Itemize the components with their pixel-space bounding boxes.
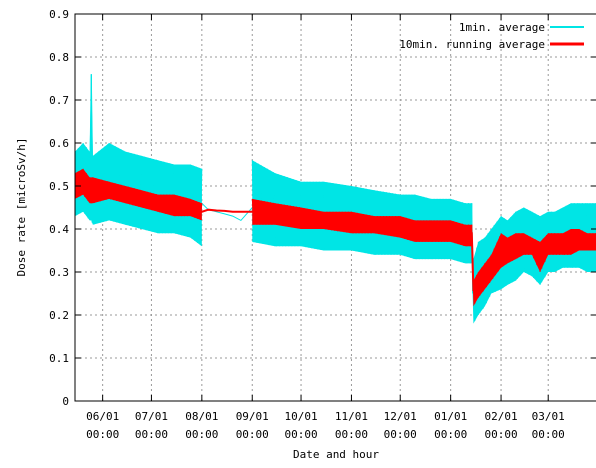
x-tick-label-hour: 00:00	[236, 428, 269, 441]
series-1-noise	[450, 198, 466, 264]
series-2-noise	[539, 234, 549, 269]
x-tick-label-hour: 00:00	[484, 428, 517, 441]
x-tick-label-hour: 00:00	[185, 428, 218, 441]
x-tick-label-hour: 00:00	[284, 428, 317, 441]
y-tick-label: 0	[62, 395, 69, 408]
series-2-noise	[562, 229, 572, 255]
y-tick-label: 0.7	[49, 94, 69, 107]
x-tick-label-hour: 00:00	[86, 428, 119, 441]
y-tick-label: 0.6	[49, 137, 69, 150]
x-tick-label: 10/01	[284, 410, 317, 423]
y-tick-label: 0.5	[49, 180, 69, 193]
x-tick-label-hour: 00:00	[135, 428, 168, 441]
x-tick-label: 11/01	[335, 410, 368, 423]
legend-label-1min: 1min. average	[459, 21, 545, 34]
x-tick-label: 12/01	[384, 410, 417, 423]
tick-layer: 0 0.1 0.2 0.3 0.4 0.5 0.6 0.7 0.8 0.9 06/01 00:00 07…	[49, 8, 596, 441]
series-2-noise	[173, 194, 191, 217]
series-2-noise	[190, 198, 203, 220]
series-2-noise	[531, 237, 541, 273]
x-tick-label-hour: 00:00	[384, 428, 417, 441]
x-tick-label-hour: 00:00	[335, 428, 368, 441]
series-2-noise	[82, 168, 91, 202]
plot-frame	[74, 13, 596, 402]
series-2-noise	[430, 220, 452, 242]
series-2-noise	[464, 224, 473, 247]
legend: 1min. average 10min. running average	[399, 21, 584, 51]
series-2-noise	[450, 220, 466, 246]
series-2-noise	[414, 220, 432, 242]
series-2-noise	[484, 254, 492, 288]
series-2-noise	[547, 233, 556, 255]
y-tick-label: 0.4	[49, 223, 69, 236]
series-2-noise	[89, 177, 94, 204]
series-2-line	[74, 180, 596, 292]
x-tick-label: 03/01	[532, 410, 565, 423]
y-tick-label: 0.2	[49, 309, 69, 322]
series-2-envelope	[75, 168, 202, 221]
y-tick-label: 0.1	[49, 352, 69, 365]
series-1-noise	[399, 194, 416, 259]
x-tick-label: 02/01	[484, 410, 517, 423]
y-tick-label: 0.8	[49, 51, 69, 64]
x-tick-label: 06/01	[86, 410, 119, 423]
series-2-noise	[399, 216, 416, 242]
x-tick-label: 07/01	[135, 410, 168, 423]
series-layer	[74, 74, 596, 324]
y-tick-label: 0.9	[49, 8, 69, 21]
series-2-noise	[500, 233, 509, 267]
x-tick-label: 01/01	[434, 410, 467, 423]
series-2-noise	[477, 263, 486, 296]
x-tick-label-hour: 00:00	[434, 428, 467, 441]
series-2-noise	[323, 211, 352, 234]
x-axis-title: Date and hour	[293, 448, 379, 461]
x-tick-label: 09/01	[236, 410, 269, 423]
y-tick-label: 0.3	[49, 266, 69, 279]
x-tick-label-hour: 00:00	[532, 428, 565, 441]
series-1-noise	[323, 181, 352, 251]
y-axis-title: Dose rate [microSv/h]	[15, 137, 28, 276]
legend-label-10min: 10min. running average	[399, 38, 545, 51]
x-tick-label: 08/01	[185, 410, 218, 423]
